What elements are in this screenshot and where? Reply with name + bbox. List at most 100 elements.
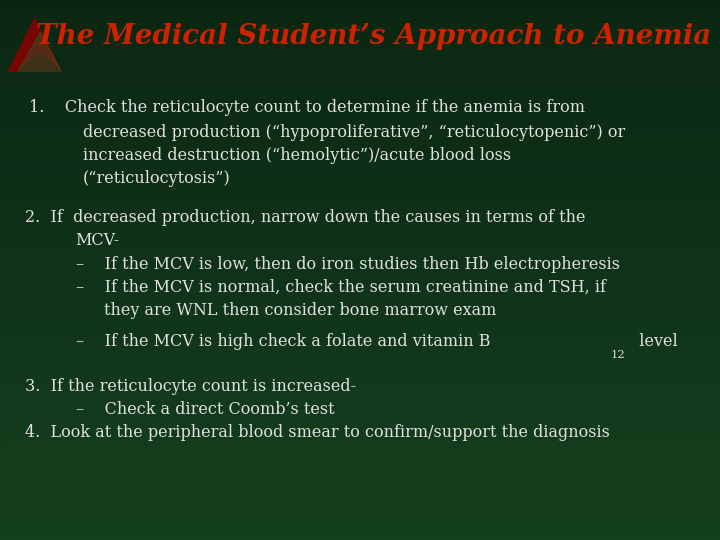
Bar <box>0 27 720 31</box>
Text: 2.  If  decreased production, narrow down the causes in terms of the: 2. If decreased production, narrow down … <box>25 209 585 226</box>
Bar <box>0 522 720 526</box>
Text: 1.    Check the reticulocyte count to determine if the anemia is from: 1. Check the reticulocyte count to deter… <box>29 99 585 117</box>
Bar <box>0 122 720 126</box>
Bar <box>0 23 720 27</box>
Bar <box>0 486 720 490</box>
Text: –    If the MCV is high check a folate and vitamin B: – If the MCV is high check a folate and … <box>76 333 490 350</box>
Bar <box>0 117 720 122</box>
Text: 4.  Look at the peripheral blood smear to confirm/support the diagnosis: 4. Look at the peripheral blood smear to… <box>25 424 610 441</box>
Bar <box>0 328 720 333</box>
Bar <box>0 369 720 374</box>
Bar <box>0 401 720 405</box>
Bar <box>0 112 720 117</box>
Bar <box>0 180 720 185</box>
Bar <box>0 148 720 153</box>
Bar <box>0 392 720 396</box>
Bar <box>0 104 720 108</box>
Bar <box>0 284 720 288</box>
Text: level: level <box>629 333 678 350</box>
Bar <box>0 158 720 162</box>
Bar <box>0 58 720 63</box>
Bar <box>0 135 720 139</box>
Bar <box>0 360 720 364</box>
Bar <box>0 423 720 428</box>
Bar <box>0 342 720 347</box>
Bar <box>0 230 720 234</box>
Bar <box>0 198 720 202</box>
Bar <box>0 261 720 266</box>
Text: increased destruction (“hemolytic”)/acute blood loss: increased destruction (“hemolytic”)/acut… <box>83 147 511 164</box>
Text: –    Check a direct Coomb’s test: – Check a direct Coomb’s test <box>76 401 334 418</box>
Bar <box>0 455 720 459</box>
Bar <box>0 374 720 378</box>
Bar <box>0 351 720 355</box>
Bar <box>0 387 720 392</box>
Bar <box>0 40 720 45</box>
Bar <box>0 432 720 436</box>
Bar <box>0 396 720 401</box>
Bar <box>0 333 720 338</box>
Bar <box>0 126 720 131</box>
Bar <box>0 18 720 23</box>
Bar <box>0 153 720 158</box>
Bar <box>0 50 720 54</box>
Bar <box>0 315 720 320</box>
Bar <box>0 324 720 328</box>
Text: –    If the MCV is normal, check the serum creatinine and TSH, if: – If the MCV is normal, check the serum … <box>76 279 606 296</box>
Polygon shape <box>18 54 61 71</box>
Bar <box>0 9 720 14</box>
Bar <box>0 500 720 504</box>
Bar <box>0 274 720 279</box>
Bar <box>0 176 720 180</box>
Bar <box>0 243 720 247</box>
Bar <box>0 526 720 531</box>
Bar <box>0 310 720 315</box>
Bar <box>0 414 720 418</box>
Bar <box>0 63 720 68</box>
Bar <box>0 77 720 81</box>
Bar <box>0 477 720 482</box>
Bar <box>0 490 720 495</box>
Bar <box>0 459 720 463</box>
Bar <box>0 306 720 310</box>
Bar <box>0 216 720 220</box>
Text: 12: 12 <box>611 350 625 360</box>
Bar <box>0 90 720 94</box>
Bar <box>0 293 720 297</box>
Polygon shape <box>9 19 61 71</box>
Bar <box>0 94 720 99</box>
Bar <box>0 85 720 90</box>
Bar <box>0 36 720 40</box>
Bar <box>0 279 720 284</box>
Bar <box>0 504 720 509</box>
Bar <box>0 297 720 301</box>
Bar <box>0 234 720 239</box>
Bar <box>0 162 720 166</box>
Bar <box>0 382 720 387</box>
Bar <box>0 266 720 270</box>
Bar <box>0 139 720 144</box>
Bar <box>0 482 720 486</box>
Text: (“reticulocytosis”): (“reticulocytosis”) <box>83 170 230 187</box>
Bar <box>0 364 720 369</box>
Bar <box>0 131 720 135</box>
Bar <box>0 193 720 198</box>
Bar <box>0 270 720 274</box>
Bar <box>0 54 720 58</box>
Bar <box>0 450 720 455</box>
Bar <box>0 495 720 500</box>
Bar <box>0 517 720 522</box>
Bar <box>0 472 720 477</box>
Bar <box>0 441 720 445</box>
Bar <box>0 99 720 104</box>
Text: decreased production (“hypoproliferative”, “reticulocytopenic”) or: decreased production (“hypoproliferative… <box>83 124 625 141</box>
Text: –    If the MCV is low, then do iron studies then Hb electropheresis: – If the MCV is low, then do iron studie… <box>76 255 620 273</box>
Bar <box>0 418 720 423</box>
Bar <box>0 436 720 441</box>
Bar <box>0 531 720 536</box>
Bar <box>0 45 720 50</box>
Bar <box>0 225 720 229</box>
Bar <box>0 301 720 306</box>
Bar <box>0 428 720 432</box>
Bar <box>0 405 720 409</box>
